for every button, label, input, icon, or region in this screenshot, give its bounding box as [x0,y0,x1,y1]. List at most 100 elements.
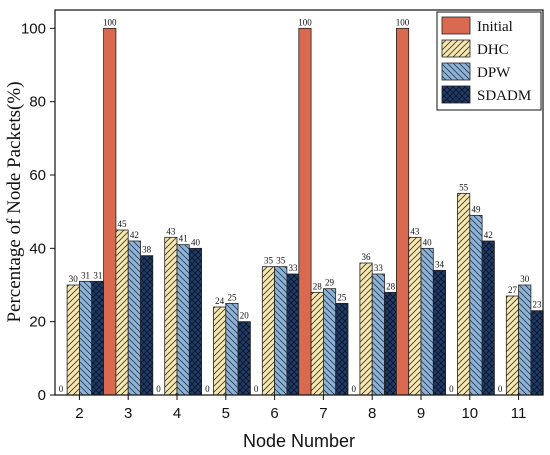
value-label: 100 [298,17,312,27]
y-tick-label: 100 [21,20,46,37]
bar-sdadm [481,240,495,396]
value-label: 0 [254,384,259,394]
x-tick-label: 4 [173,405,181,422]
value-label: 20 [240,311,250,321]
bar-dpw [518,284,532,396]
x-tick-label: 7 [319,405,327,422]
bar-dpw [371,273,385,396]
bar-sdadm [188,247,203,396]
y-tick-label: 20 [29,314,46,331]
value-label: 31 [81,270,90,280]
value-label: 0 [59,384,64,394]
bar-sdadm [140,255,154,396]
legend: Initial DHC DPW SDADM [436,11,542,111]
y-axis: 0 20 40 60 80 100 [21,20,55,404]
bar-sdadm [432,269,446,396]
value-label: 40 [191,237,201,247]
bar-sdadm [237,321,251,396]
value-label: 24 [215,296,225,306]
value-label: 0 [498,384,503,394]
value-label: 43 [166,226,176,236]
bar-dpw [469,214,483,396]
x-tick-label: 2 [75,405,83,422]
legend-label: SDADM [477,88,531,104]
value-label: 28 [386,281,396,291]
value-label: 43 [410,226,420,236]
bar-initial [298,27,312,396]
value-label: 38 [142,245,152,255]
y-axis-label: Percentage of Node Packets(%) [4,81,25,322]
value-label: 28 [313,281,323,291]
bar-dpw [420,247,434,396]
value-label: 29 [325,278,335,288]
value-label: 42 [130,230,139,240]
x-tick-label: 11 [511,405,527,422]
value-label: 27 [508,285,518,295]
value-label: 25 [227,292,237,302]
bar-initial [395,27,410,396]
bar-sdadm [91,280,105,396]
value-label: 25 [337,292,347,302]
value-label: 100 [396,17,410,27]
value-label: 0 [352,384,357,394]
y-tick-label: 0 [38,387,46,404]
bar-dhc [408,236,422,396]
x-tick-label: 5 [222,405,230,422]
legend-swatch-dhc [441,39,471,58]
value-label: 55 [459,182,469,192]
y-tick-label: 40 [29,240,46,257]
bar-dhc [310,291,324,396]
bar-dpw [274,266,288,396]
bar-sdadm [384,291,398,396]
value-label: 100 [103,17,117,27]
value-label: 40 [423,237,433,247]
value-label: 36 [362,252,372,262]
x-axis-label: Node Number [243,431,355,451]
value-label: 23 [533,300,543,310]
bar-dpw [79,280,93,396]
value-label: 0 [205,384,210,394]
bar-dhc [66,284,80,396]
legend-swatch-dpw [441,62,471,81]
value-label: 33 [374,263,384,273]
bar-dpw [127,240,141,396]
bar-dpw [176,244,190,396]
value-label: 35 [264,256,274,266]
legend-label: Initial [477,19,513,35]
bar-dhc [164,236,178,396]
x-tick-label: 10 [461,405,478,422]
bar-dhc [359,262,373,396]
bar-sdadm [530,310,544,396]
bar-dhc [261,266,275,396]
x-axis: 2 3 4 5 6 7 8 9 10 11 [75,395,526,422]
legend-swatch-initial [441,16,471,35]
legend-label: DHC [477,42,509,58]
bar-dhc [505,295,519,396]
y-tick-label: 80 [29,94,46,111]
value-label: 30 [69,274,79,284]
value-label: 34 [435,259,445,269]
value-label: 42 [484,230,493,240]
value-label: 45 [118,219,128,229]
value-label: 0 [449,384,454,394]
value-label: 49 [471,204,481,214]
x-tick-label: 3 [124,405,132,422]
bar-dpw [225,302,239,396]
value-label: 31 [93,270,102,280]
bars-group [66,27,544,396]
x-tick-label: 9 [417,405,425,422]
legend-label: DPW [477,65,511,81]
bar-dhc [213,306,227,396]
bar-dhc [457,192,471,396]
bar-sdadm [335,302,349,396]
value-label: 0 [156,384,161,394]
value-label: 41 [179,234,188,244]
plot-frame [54,9,544,396]
legend-swatch-sdadm [441,85,471,104]
x-tick-label: 8 [368,405,376,422]
y-tick-label: 60 [29,167,46,184]
bar-initial [103,27,117,396]
x-tick-label: 6 [270,405,278,422]
bar-dpw [322,288,337,396]
